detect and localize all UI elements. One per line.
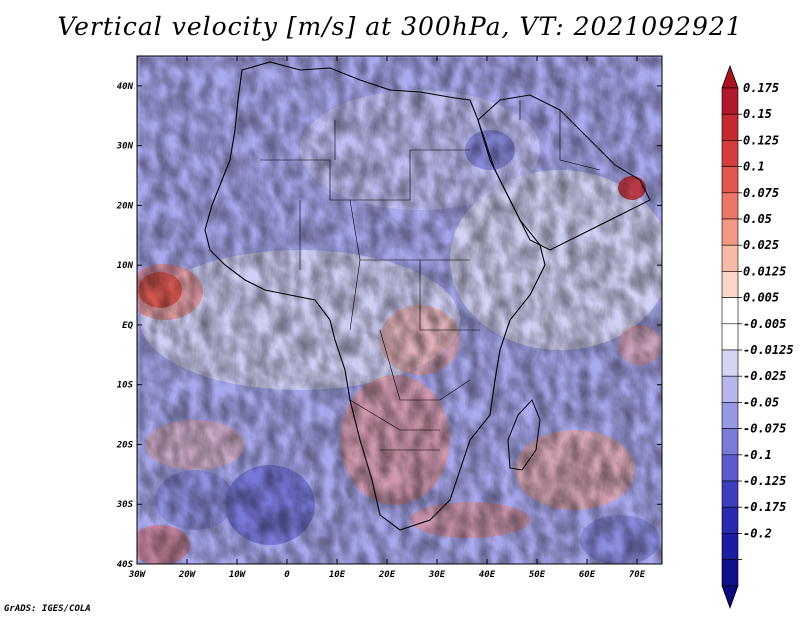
- colorbar-swatch: [721, 271, 739, 298]
- lat-tick-label: 20N: [116, 201, 134, 211]
- colorbar-swatch: [721, 323, 739, 351]
- colorbar-level-label: -0.2: [743, 526, 772, 540]
- colorbar-swatch: [721, 218, 739, 246]
- arabia-coastline: [477, 94, 651, 251]
- colorbar-swatch: [721, 140, 739, 167]
- country-borders: [260, 100, 601, 451]
- lon-tick-label: 50E: [529, 570, 546, 580]
- colorbar-swatch: [721, 375, 739, 403]
- colorbar-swatch: [721, 533, 739, 560]
- colorbar-level-label: -0.075: [743, 422, 786, 436]
- colorbar-swatch: [721, 87, 739, 115]
- credit-label: GrADS: IGES/COLA: [4, 604, 91, 614]
- colorbar-level-label: -0.005: [743, 317, 786, 331]
- colorbar-swatch: [721, 480, 739, 508]
- velocity-field: [137, 56, 662, 564]
- colorbar-level-label: -0.1: [743, 448, 772, 462]
- lat-tick-label: 40S: [117, 560, 134, 570]
- lat-tick-label: 40N: [117, 82, 134, 92]
- colorbar-level-label: -0.05: [743, 395, 779, 409]
- lat-tick-label: 10N: [117, 261, 134, 271]
- lon-tick-label: 20E: [378, 570, 396, 580]
- colorbar-swatch: [721, 244, 739, 272]
- lon-tick-label: 10E: [329, 570, 346, 580]
- lon-tick-label: 30E: [428, 570, 446, 580]
- latitude-axis: 40N 30N 20N 10N EQ 10S 20S 30S 40S: [116, 82, 662, 570]
- colorbar-swatch: [721, 559, 739, 587]
- colorbar-top-arrow: [721, 64, 739, 89]
- colorbar-swatch: [721, 428, 739, 456]
- colorbar-level-label: 0.0125: [743, 264, 786, 278]
- plot-frame: [136, 55, 663, 565]
- lon-tick-label: 60E: [579, 570, 596, 580]
- colorbar-level-label: 0.15: [743, 107, 772, 121]
- lon-tick-label: 20W: [178, 570, 197, 580]
- colorbar-swatch: [721, 454, 739, 482]
- lon-tick-label: 0: [284, 570, 290, 580]
- colorbar-swatch: [721, 349, 739, 377]
- colorbar-level-label: 0.125: [743, 133, 779, 147]
- colorbar-level-label: 0.005: [743, 291, 779, 305]
- colorbar-swatch: [721, 166, 739, 194]
- madagascar-coastline: [507, 399, 541, 471]
- colorbar-level-label: 0.075: [743, 186, 779, 200]
- colorbar-bottom-arrow: [721, 585, 739, 609]
- colorbar-level-label: -0.175: [743, 500, 786, 514]
- colorbar-level-label: -0.025: [743, 369, 786, 383]
- lat-tick-label: 30S: [116, 500, 134, 510]
- lat-tick-label: 20S: [116, 440, 134, 450]
- colorbar-level-label: 0.175: [743, 81, 779, 95]
- colorbar-level-label: -0.125: [743, 474, 786, 488]
- colorbar-swatch: [721, 192, 739, 220]
- colorbar-swatch: [721, 402, 739, 429]
- colorbar-swatch: [721, 297, 739, 325]
- colorbar-level-label: 0.1: [743, 160, 765, 174]
- lon-tick-label: 40E: [479, 570, 496, 580]
- lat-tick-label: 30N: [116, 142, 134, 152]
- colorbar-swatch: [721, 113, 739, 141]
- colorbar-swatch: [721, 506, 739, 534]
- lon-tick-label: 70E: [629, 570, 646, 580]
- colorbar-level-label: 0.025: [743, 238, 779, 252]
- colorbar: 0.175 0.15 0.125 0.1 0.075 0.05 0.025 0.0125 0.0…: [721, 64, 794, 609]
- colorbar-level-label: -0.0125: [743, 343, 794, 357]
- lat-tick-label: EQ: [122, 321, 133, 331]
- longitude-axis: 30W 20W 10W 0 10E 20E 30E 40E 50E 60E 70E: [128, 56, 646, 580]
- map-title: Vertical velocity [m/s] at 300hPa, VT: 2…: [57, 12, 743, 41]
- lat-tick-label: 10S: [117, 381, 134, 391]
- lon-tick-label: 10W: [229, 570, 247, 580]
- africa-coastline: [204, 61, 546, 531]
- lon-tick-label: 30W: [128, 570, 147, 580]
- colorbar-level-label: 0.05: [743, 212, 772, 226]
